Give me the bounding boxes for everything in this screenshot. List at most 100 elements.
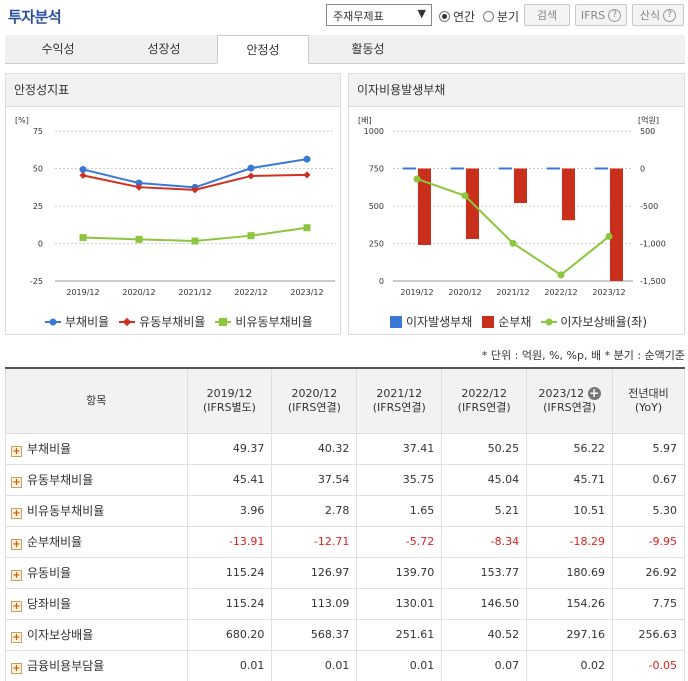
y-tick-label-left: 500 bbox=[369, 202, 384, 211]
expand-row-icon[interactable]: + bbox=[11, 477, 22, 488]
expand-row-icon[interactable]: + bbox=[11, 508, 22, 519]
expand-row-icon[interactable]: + bbox=[11, 632, 22, 643]
table-cell: 5.97 bbox=[612, 432, 685, 465]
row-label[interactable]: + 이자보상배율 bbox=[5, 618, 188, 651]
y-tick-label: -25 bbox=[30, 277, 43, 286]
data-point bbox=[247, 232, 255, 240]
y-tick-label-right: -1,500 bbox=[640, 277, 666, 286]
y-tick-label: 75 bbox=[33, 127, 43, 136]
data-point bbox=[461, 192, 469, 200]
table-row: + 부채비율 49.37 40.32 37.41 50.25 56.22 5.97 bbox=[5, 432, 685, 465]
table-cell: 115.24 bbox=[186, 587, 273, 620]
table-cell: -18.29 bbox=[526, 525, 614, 558]
formula-help-button[interactable]: 산식 ? bbox=[632, 4, 684, 26]
help-icon: ? bbox=[608, 8, 622, 22]
data-point bbox=[605, 232, 613, 240]
table-cell: 50.25 bbox=[441, 432, 528, 465]
table-cell: -8.34 bbox=[441, 525, 528, 558]
tab-growth[interactable]: 성장성 bbox=[147, 42, 181, 56]
row-label[interactable]: + 비유동부채비율 bbox=[5, 494, 188, 527]
search-button[interactable]: 검색 bbox=[524, 4, 570, 26]
data-point bbox=[509, 239, 517, 247]
legend-current-debt-ratio[interactable]: 유동부채비율 bbox=[119, 313, 205, 330]
row-label[interactable]: + 순부채비율 bbox=[5, 525, 188, 558]
bar-interest-bearing-debt bbox=[547, 167, 560, 170]
tab-bar: 수익성 성장성 안정성 활동성 bbox=[5, 35, 685, 64]
radio-annual[interactable]: 연간 bbox=[439, 8, 475, 25]
bar-net-debt bbox=[562, 168, 575, 221]
x-tick-label: 2020/12 bbox=[122, 288, 155, 297]
expand-row-icon[interactable]: + bbox=[11, 601, 22, 612]
expand-row-icon[interactable]: + bbox=[11, 663, 22, 674]
bar-interest-bearing-debt bbox=[451, 167, 464, 170]
header-2019: 2019/12 (IFRS별도) bbox=[186, 367, 273, 434]
radio-checked-icon bbox=[439, 11, 450, 22]
legend-label: 부채비율 bbox=[65, 315, 110, 329]
row-label[interactable]: + 유동비율 bbox=[5, 556, 188, 589]
expand-row-icon[interactable]: + bbox=[11, 446, 22, 457]
legend-square-icon bbox=[482, 315, 495, 328]
statement-select[interactable]: 주재무제표 ▼ bbox=[326, 4, 432, 26]
legend-line-marker-icon bbox=[119, 317, 136, 326]
table-cell: 126.97 bbox=[271, 556, 358, 589]
table-cell: 0.01 bbox=[356, 649, 443, 681]
table-cell: 35.75 bbox=[356, 463, 443, 496]
radio-quarter[interactable]: 분기 bbox=[483, 8, 519, 25]
legend-net-debt[interactable]: 순부채 bbox=[482, 313, 531, 330]
ifrs-help-button[interactable]: IFRS ? bbox=[575, 4, 627, 26]
expand-row-icon[interactable]: + bbox=[11, 539, 22, 550]
interest-debt-chart-title: 이자비용발생부채 bbox=[349, 74, 684, 107]
y-tick-label: 0 bbox=[38, 240, 43, 249]
row-label-text: 이자보상배율 bbox=[27, 628, 94, 642]
y-tick-label-left: 250 bbox=[369, 240, 384, 249]
table-cell: 251.61 bbox=[356, 618, 443, 651]
data-point bbox=[413, 175, 421, 183]
y-tick-label: 50 bbox=[33, 165, 43, 174]
table-cell: -13.91 bbox=[186, 525, 273, 558]
expand-column-icon[interactable]: + bbox=[587, 385, 601, 400]
y-axis-left-unit: [배] bbox=[358, 116, 372, 125]
table-cell: 5.30 bbox=[612, 494, 685, 527]
stability-table: 항목 2019/12 (IFRS별도) 2020/12 (IFRS연결) 2021/… bbox=[5, 367, 685, 681]
bar-net-debt bbox=[418, 168, 431, 245]
legend-debt-ratio[interactable]: 부채비율 bbox=[45, 313, 109, 330]
table-cell: 40.52 bbox=[441, 618, 528, 651]
legend-label: 비유동부채비율 bbox=[235, 315, 313, 329]
tab-activity[interactable]: 활동성 bbox=[351, 42, 385, 56]
tab-profitability[interactable]: 수익성 bbox=[41, 42, 75, 56]
ifrs-label: IFRS bbox=[580, 8, 606, 22]
row-label[interactable]: + 부채비율 bbox=[5, 432, 188, 465]
table-cell: 154.26 bbox=[526, 587, 614, 620]
stability-chart-title: 안정성지표 bbox=[6, 74, 340, 107]
row-label[interactable]: + 유동부채비율 bbox=[5, 463, 188, 496]
table-header-row: 항목 2019/12 (IFRS별도) 2020/12 (IFRS연결) 2021/… bbox=[5, 367, 685, 434]
table-cell: 3.96 bbox=[186, 494, 273, 527]
table-cell: -5.72 bbox=[356, 525, 443, 558]
table-cell: 0.01 bbox=[186, 649, 273, 681]
table-cell: 10.51 bbox=[526, 494, 614, 527]
data-point bbox=[135, 179, 143, 187]
legend-line-marker-icon bbox=[541, 318, 558, 325]
x-tick-label: 2019/12 bbox=[400, 288, 433, 297]
data-point bbox=[557, 271, 565, 279]
table-cell: 7.75 bbox=[612, 587, 685, 620]
interest-debt-combo-chart: [배] [억원] 1000 500 750 0 500 -500 250 -1,000 0 -1,… bbox=[358, 115, 666, 297]
y-tick-label-right: -500 bbox=[640, 202, 658, 211]
expand-row-icon[interactable]: + bbox=[11, 570, 22, 581]
legend-interest-bearing-debt[interactable]: 이자발생부채 bbox=[390, 313, 472, 330]
table-cell: 115.24 bbox=[186, 556, 273, 589]
table-cell: 180.69 bbox=[526, 556, 614, 589]
legend-interest-coverage[interactable]: 이자보상배율(좌) bbox=[541, 313, 647, 330]
table-cell: 153.77 bbox=[441, 556, 528, 589]
table-cell: 40.32 bbox=[271, 432, 358, 465]
row-label[interactable]: + 금융비용부담율 bbox=[5, 649, 188, 681]
search-button-label: 검색 bbox=[536, 9, 558, 22]
table-cell: 37.54 bbox=[271, 463, 358, 496]
row-label[interactable]: + 당좌비율 bbox=[5, 587, 188, 620]
x-tick-label: 2022/12 bbox=[544, 288, 577, 297]
tab-stability[interactable]: 안정성 bbox=[217, 35, 309, 64]
table-row: + 당좌비율 115.24 113.09 130.01 146.50 154.26 7.75 bbox=[5, 587, 685, 620]
legend-noncurrent-debt-ratio[interactable]: 비유동부채비율 bbox=[215, 313, 313, 330]
x-tick-label: 2022/12 bbox=[234, 288, 267, 297]
data-point bbox=[191, 237, 199, 245]
